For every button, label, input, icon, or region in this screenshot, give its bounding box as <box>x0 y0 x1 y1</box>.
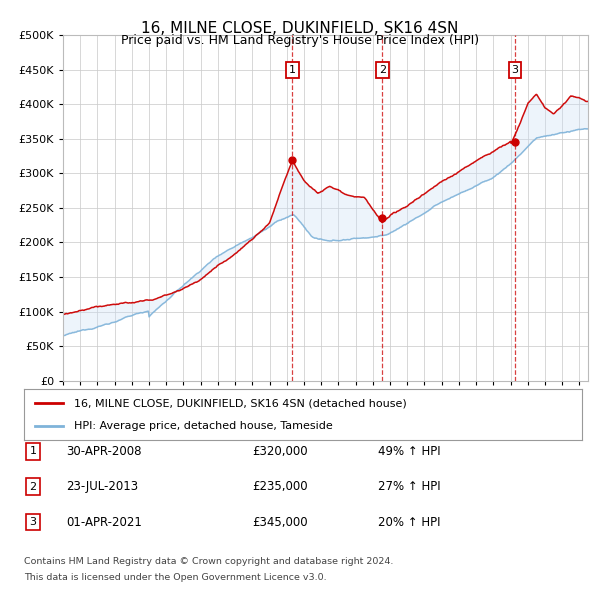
Text: This data is licensed under the Open Government Licence v3.0.: This data is licensed under the Open Gov… <box>24 572 326 582</box>
Text: 3: 3 <box>29 517 37 527</box>
Text: £345,000: £345,000 <box>252 516 308 529</box>
Text: 16, MILNE CLOSE, DUKINFIELD, SK16 4SN: 16, MILNE CLOSE, DUKINFIELD, SK16 4SN <box>142 21 458 35</box>
Text: Price paid vs. HM Land Registry's House Price Index (HPI): Price paid vs. HM Land Registry's House … <box>121 34 479 47</box>
Text: 30-APR-2008: 30-APR-2008 <box>66 445 142 458</box>
Text: Contains HM Land Registry data © Crown copyright and database right 2024.: Contains HM Land Registry data © Crown c… <box>24 557 394 566</box>
Text: 1: 1 <box>29 447 37 456</box>
Text: 16, MILNE CLOSE, DUKINFIELD, SK16 4SN (detached house): 16, MILNE CLOSE, DUKINFIELD, SK16 4SN (d… <box>74 398 407 408</box>
Text: 1: 1 <box>289 65 296 75</box>
Text: 3: 3 <box>511 65 518 75</box>
Text: £320,000: £320,000 <box>252 445 308 458</box>
Text: 23-JUL-2013: 23-JUL-2013 <box>66 480 138 493</box>
Text: 49% ↑ HPI: 49% ↑ HPI <box>378 445 440 458</box>
Text: 01-APR-2021: 01-APR-2021 <box>66 516 142 529</box>
Text: 2: 2 <box>379 65 386 75</box>
Text: 27% ↑ HPI: 27% ↑ HPI <box>378 480 440 493</box>
Text: £235,000: £235,000 <box>252 480 308 493</box>
Text: 20% ↑ HPI: 20% ↑ HPI <box>378 516 440 529</box>
Text: HPI: Average price, detached house, Tameside: HPI: Average price, detached house, Tame… <box>74 421 333 431</box>
Text: 2: 2 <box>29 482 37 491</box>
